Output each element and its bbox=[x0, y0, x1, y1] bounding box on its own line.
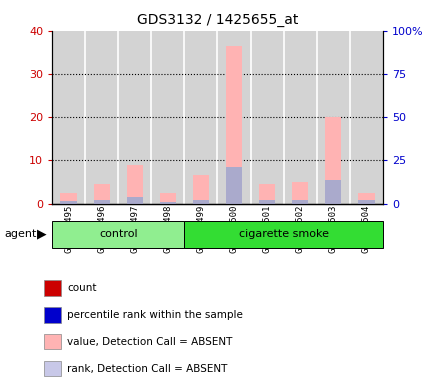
Bar bbox=[357, 193, 374, 204]
Bar bbox=[324, 117, 341, 204]
Bar bbox=[357, 200, 374, 204]
Bar bbox=[316, 31, 349, 204]
Bar bbox=[192, 175, 209, 204]
Text: rank, Detection Call = ABSENT: rank, Detection Call = ABSENT bbox=[67, 364, 227, 374]
Bar bbox=[250, 31, 283, 204]
Text: cigarette smoke: cigarette smoke bbox=[238, 229, 328, 239]
Bar bbox=[258, 184, 275, 204]
Bar bbox=[225, 46, 242, 204]
Bar bbox=[151, 31, 184, 204]
Bar bbox=[324, 180, 341, 204]
Bar bbox=[126, 165, 143, 204]
Text: count: count bbox=[67, 283, 97, 293]
Text: GDS3132 / 1425655_at: GDS3132 / 1425655_at bbox=[137, 13, 297, 27]
Bar bbox=[184, 221, 382, 248]
Bar bbox=[159, 202, 176, 204]
Text: value, Detection Call = ABSENT: value, Detection Call = ABSENT bbox=[67, 337, 232, 347]
Bar bbox=[217, 31, 250, 204]
Text: percentile rank within the sample: percentile rank within the sample bbox=[67, 310, 243, 320]
Bar bbox=[258, 200, 275, 204]
Bar bbox=[85, 31, 118, 204]
Bar bbox=[60, 201, 77, 204]
Bar bbox=[291, 182, 308, 204]
Bar bbox=[52, 31, 85, 204]
Bar bbox=[126, 197, 143, 204]
Bar bbox=[52, 221, 184, 248]
Bar bbox=[283, 31, 316, 204]
Text: agent: agent bbox=[4, 229, 36, 239]
Bar bbox=[184, 31, 217, 204]
Bar bbox=[93, 200, 110, 204]
Bar bbox=[225, 167, 242, 204]
Text: ▶: ▶ bbox=[37, 228, 46, 241]
Bar bbox=[118, 31, 151, 204]
Bar bbox=[291, 200, 308, 204]
Bar bbox=[192, 200, 209, 204]
Bar bbox=[93, 184, 110, 204]
Text: control: control bbox=[99, 229, 137, 239]
Bar bbox=[60, 193, 77, 204]
Bar bbox=[159, 193, 176, 204]
Bar bbox=[349, 31, 382, 204]
